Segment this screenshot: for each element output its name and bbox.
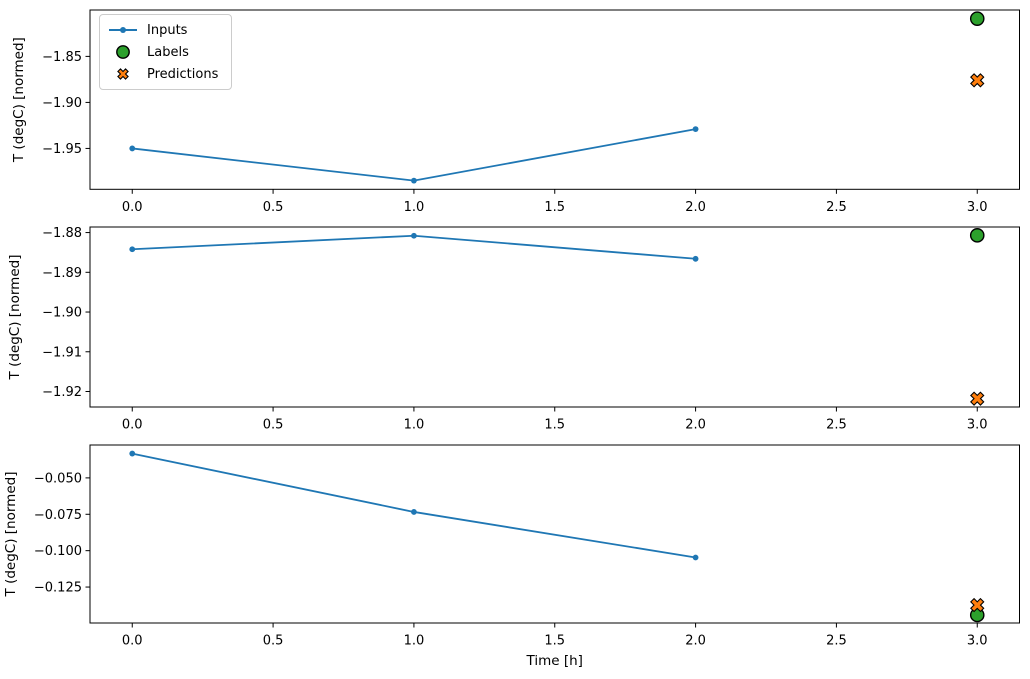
y-tick-label: −0.075 [34,508,82,523]
x-tick-label: 0.0 [122,634,143,649]
predictions-x-marker [970,73,985,88]
y-axis-label: T (degC) [normed] [7,255,23,381]
x-tick-label: 3.0 [967,418,988,433]
inputs-point-marker [129,246,136,253]
x-tick-label: 2.0 [685,200,706,215]
x-tick-label: 1.0 [404,634,425,649]
labels-circle-marker [969,11,985,26]
y-tick-label: −1.91 [42,345,82,360]
x-tick-label: 0.5 [263,634,284,649]
legend-label-labels: Labels [147,44,189,60]
x-tick-label: 1.5 [544,200,565,215]
x-tick-label: 1.5 [544,634,565,649]
y-tick-label: −1.90 [42,306,82,321]
inputs-line [132,128,696,182]
x-cross-icon [107,66,139,82]
legend-item-inputs: Inputs [107,19,225,41]
inputs-point-marker [411,509,417,515]
line-with-dot-icon [107,24,139,36]
x-tick-label: 0.5 [263,418,284,433]
y-tick-label: −0.125 [34,581,82,596]
x-tick-label: 1.5 [544,418,565,433]
inputs-point-marker [692,255,699,262]
inputs-point-marker [411,177,417,184]
x-tick-label: 3.0 [967,634,988,649]
inputs-point-marker [129,450,136,457]
subplot-2: 0.0 0.5 1.0 1.5 2.0 2.5 3.0 −1.88 −1.89 −1.90 −1.9… [7,226,1020,433]
inputs-point-marker [692,554,699,561]
x-tick-label: 0.0 [122,418,143,433]
x-tick-label: 0.0 [122,200,143,215]
y-tick-label: −1.90 [42,96,82,111]
axes-frame [89,226,1020,408]
y-tick-label: −1.92 [42,385,82,400]
x-tick-label: 1.0 [404,418,425,433]
predictions-x-marker [970,391,985,406]
subplot-1: 0.0 0.5 1.0 1.5 2.0 2.5 3.0 −1.85 −1.90 −1.95 T (d… [11,9,1020,215]
y-axis-label: T (degC) [normed] [3,472,19,598]
legend-label-inputs: Inputs [147,22,188,38]
x-tick-label: 2.0 [685,634,706,649]
x-tick-label: 2.5 [826,634,847,649]
inputs-line [132,452,696,559]
subplot-3: 0.0 0.5 1.0 1.5 2.0 2.5 3.0 −0.050 −0.075 −0.100 −… [3,444,1020,669]
legend-item-predictions: Predictions [107,63,225,85]
x-tick-label: 0.5 [263,200,284,215]
x-tick-label: 3.0 [967,200,988,215]
legend-item-labels: Labels [107,41,225,63]
inputs-point-marker [692,126,699,133]
x-tick-label: 2.5 [826,200,847,215]
y-tick-label: −0.050 [34,471,82,486]
legend-label-predictions: Predictions [147,66,219,82]
y-tick-label: −1.85 [42,50,82,65]
inputs-point-marker [129,145,136,152]
circle-icon [107,44,139,60]
y-tick-label: −0.100 [34,544,82,559]
x-tick-label: 1.0 [404,200,425,215]
y-tick-label: −1.88 [42,226,82,241]
inputs-point-marker [411,232,417,239]
x-axis-label: Time [h] [526,653,583,669]
legend-box: Inputs Labels Predictions [99,14,232,90]
inputs-line [132,234,696,260]
y-tick-label: −1.89 [42,266,82,281]
y-axis-label: T (degC) [normed] [11,37,27,163]
x-tick-label: 2.5 [826,418,847,433]
labels-circle-marker [969,228,985,243]
y-tick-label: −1.95 [42,142,82,157]
x-tick-label: 2.0 [685,418,706,433]
predictions-x-marker [970,597,985,613]
